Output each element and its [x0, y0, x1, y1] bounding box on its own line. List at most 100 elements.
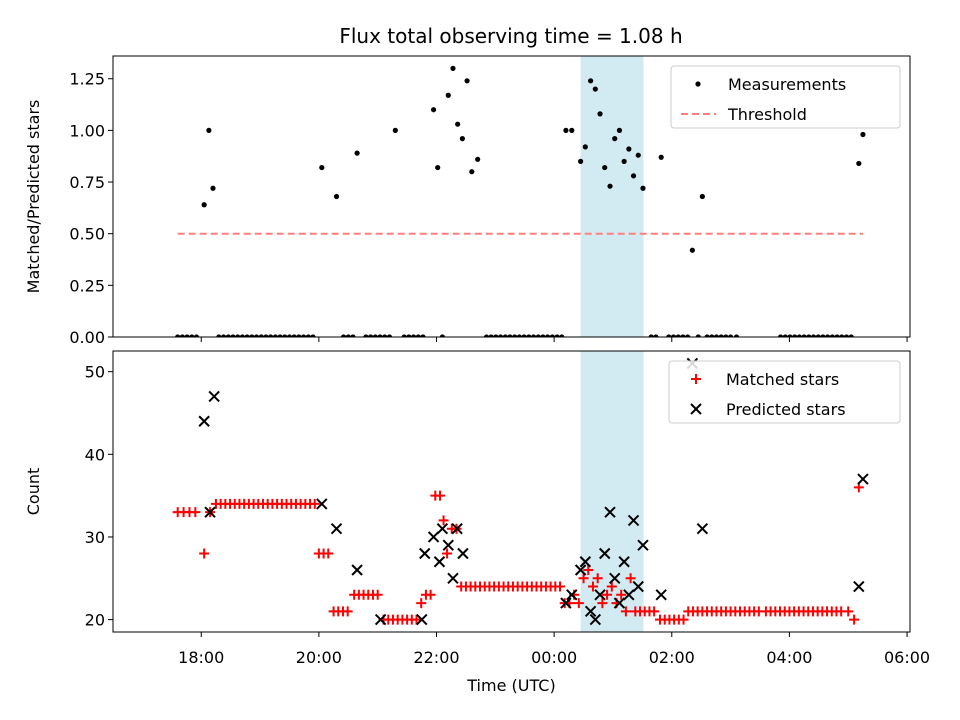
measurement-point: [268, 334, 274, 337]
measurement-point: [806, 334, 812, 337]
measurement-point: [469, 169, 475, 175]
y-tick-label: 0.50: [69, 225, 105, 244]
measurement-point: [825, 334, 831, 337]
x-tick-label: 22:00: [413, 648, 459, 667]
x-tick-label: 06:00: [884, 648, 930, 667]
predicted-star-point: [627, 514, 640, 527]
measurement-point: [526, 334, 532, 337]
measurement-point: [597, 111, 603, 117]
predicted-star-point: [204, 506, 216, 518]
measurement-point: [545, 334, 551, 337]
matched-star-point: [442, 548, 453, 559]
measurement-point: [410, 334, 417, 337]
matched-star-point: [438, 515, 449, 526]
measurement-point: [225, 334, 231, 337]
measurement-point: [401, 334, 407, 337]
matched-star-point: [425, 589, 436, 600]
measurement-point: [810, 334, 817, 337]
matched-star-point: [309, 498, 320, 509]
measurement-point: [350, 334, 356, 337]
legend: Matched stars Predicted stars: [668, 360, 901, 424]
matched-star-point: [583, 565, 594, 576]
x-tick-label: 02:00: [649, 648, 695, 667]
measurement-point: [368, 334, 374, 337]
measurement-point: [455, 121, 461, 127]
predicted-star-point: [560, 597, 572, 609]
measurement-point: [420, 334, 426, 337]
measurement-point: [372, 334, 378, 337]
measurement-point: [430, 107, 437, 113]
matched-star-point: [849, 614, 860, 625]
predicted-star-point: [584, 605, 597, 618]
predicted-star-point: [655, 589, 667, 601]
measurement-point: [582, 144, 588, 150]
measurement-point: [578, 158, 584, 164]
measurement-point: [666, 334, 672, 337]
matched-star-point: [592, 573, 603, 584]
measurement-point: [189, 334, 195, 337]
predicted-star-point: [623, 589, 635, 601]
series-measurements: [175, 65, 866, 337]
measurement-point: [272, 334, 278, 337]
measurement-point: [354, 150, 360, 156]
bottom-panel: 20 30 40 50 18:00 20:00 22:00 00:00 02:00 04:00 06…: [24, 350, 930, 695]
matched-star-point: [323, 548, 334, 559]
measurement-point: [464, 78, 470, 84]
y-axis-label: Matched/Predicted stars: [24, 100, 43, 294]
matched-star-point: [606, 581, 617, 592]
matched-star-point: [602, 589, 613, 600]
measurement-point: [588, 78, 594, 84]
measurement-point: [216, 334, 222, 337]
measurement-point: [516, 334, 523, 337]
measurement-point: [206, 127, 212, 133]
measurement-point: [483, 334, 490, 337]
measurement-point: [856, 160, 862, 167]
measurement-point: [507, 334, 513, 337]
predicted-star-point: [594, 589, 606, 601]
predicted-star-point: [442, 539, 454, 551]
top-panel: 0.00 0.25 0.50 0.75 1.00 1.25 Matched/Predicte…: [24, 55, 911, 347]
measurement-point: [235, 334, 241, 337]
y-axis-label: Count: [24, 468, 43, 516]
highlight-span: [580, 56, 644, 337]
plot-area: [172, 357, 869, 626]
predicted-star-point: [198, 415, 210, 427]
predicted-star-point: [416, 613, 428, 626]
predicted-star-point: [574, 564, 587, 576]
measurement-point: [253, 334, 260, 337]
y-tick-label: 40: [85, 445, 105, 464]
measurement-point: [512, 334, 518, 337]
measurement-point: [621, 158, 627, 164]
predicted-star-point: [436, 522, 449, 535]
matched-star-point: [597, 598, 608, 609]
matched-star-point: [435, 490, 446, 501]
measurement-point: [286, 334, 293, 337]
x-tick-label: 04:00: [766, 648, 812, 667]
matched-star-point: [587, 581, 598, 592]
predicted-star-point: [316, 498, 328, 510]
matched-star-point: [199, 548, 210, 559]
matched-star-point: [342, 606, 353, 617]
matched-star-point: [190, 507, 201, 518]
x-tick-label: 20:00: [296, 648, 342, 667]
measurement-point: [445, 92, 451, 98]
legend-label: Threshold: [727, 105, 807, 124]
legend-label: Measurements: [728, 75, 846, 94]
chart-title: Flux total observing time = 1.08 h: [339, 24, 682, 48]
y-tick-label: 1.25: [69, 70, 105, 89]
measurement-point: [777, 334, 784, 337]
measurement-point: [249, 334, 255, 337]
measurement-point: [815, 334, 821, 337]
predicted-star-point: [853, 580, 865, 593]
predicted-star-point: [447, 572, 459, 584]
measurement-point: [530, 334, 537, 337]
legend-measurement-swatch: [695, 81, 701, 87]
measurement-point: [792, 334, 798, 337]
measurement-point: [406, 334, 412, 337]
measurement-point: [559, 334, 565, 337]
measurement-point: [680, 334, 686, 337]
predicted-star-point: [457, 547, 469, 560]
axes-frame: [112, 350, 911, 633]
measurement-point: [239, 334, 246, 337]
predicted-star-point: [599, 547, 611, 560]
